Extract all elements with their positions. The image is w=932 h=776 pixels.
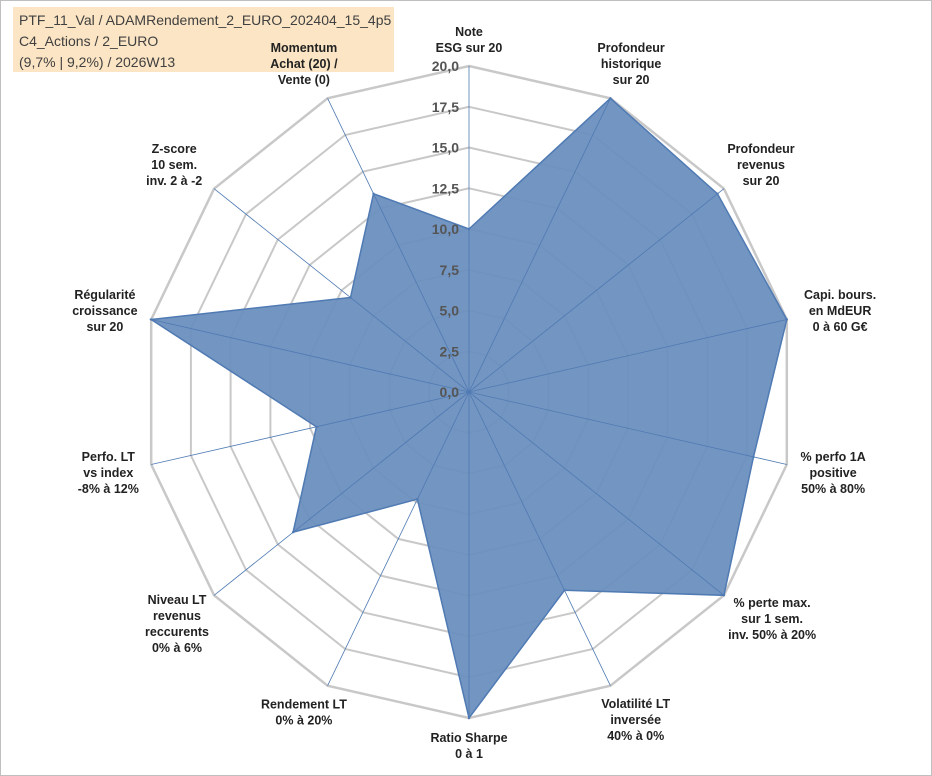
- category-label-5: % perte max. sur 1 sem. inv. 50% à 20%: [728, 596, 816, 642]
- category-label-line: Profondeur: [727, 142, 794, 156]
- category-label-line: revenus: [737, 158, 785, 172]
- axis-spoke: [468, 98, 611, 393]
- axis-spoke: [468, 391, 787, 465]
- category-label-8: Rendement LT 0% à 20%: [261, 698, 347, 728]
- category-label-line: croissance: [72, 304, 137, 318]
- axis-spoke: [327, 98, 470, 393]
- axis-spoke: [327, 391, 470, 686]
- category-label-line: 0% à 6%: [152, 641, 202, 655]
- category-label-line: vs index: [83, 466, 133, 480]
- category-label-line: inv. 2 à -2: [146, 174, 202, 188]
- category-label-line: Perfo. LT: [82, 450, 136, 464]
- category-label-9: Niveau LT revenus reccurents 0% à 6%: [145, 593, 209, 655]
- category-label-line: sur 20: [86, 320, 123, 334]
- axis-spoke: [213, 188, 470, 393]
- category-label-line: sur 20: [613, 73, 650, 87]
- info-performance-week: (9,7% | 9,2%) / 2026W13: [19, 54, 176, 70]
- tick-label: 5,0: [440, 303, 460, 319]
- category-label-line: sur 20: [743, 174, 780, 188]
- category-label-line: -8% à 12%: [78, 482, 139, 496]
- category-label-line: Rendement LT: [261, 698, 347, 712]
- category-label-line: % perte max.: [734, 596, 811, 610]
- category-label-line: Profondeur: [597, 41, 664, 55]
- category-label-line: reccurents: [145, 625, 209, 639]
- info-box: [13, 7, 394, 72]
- radar-data-layer: [149, 66, 788, 720]
- category-label-line: Capi. bours.: [804, 288, 876, 302]
- category-label-line: Vente (0): [278, 73, 330, 87]
- category-label-line: 0% à 20%: [275, 714, 332, 728]
- category-label-line: sur 1 sem.: [741, 612, 803, 626]
- axis-spoke: [213, 391, 470, 596]
- category-label-4: % perfo 1A positive 50% à 80%: [800, 450, 865, 496]
- tick-label: 20,0: [432, 58, 459, 74]
- category-label-line: inv. 50% à 20%: [728, 628, 816, 642]
- category-label-11: Régularité croissance sur 20: [72, 288, 137, 334]
- axis-spoke: [468, 188, 725, 393]
- category-label-1: Profondeur historique sur 20: [597, 41, 664, 87]
- category-label-line: 0 à 1: [455, 747, 483, 761]
- axis-spoke: [151, 391, 470, 465]
- category-label-line: 10 sem.: [151, 158, 197, 172]
- category-label-7: Ratio Sharpe 0 à 1: [430, 731, 507, 761]
- category-label-13: Momentum Achat (20) / Vente (0): [270, 41, 338, 87]
- category-label-line: 40% à 0%: [607, 729, 664, 743]
- tick-label: 10,0: [432, 221, 459, 237]
- category-label-line: Achat (20) /: [270, 57, 338, 71]
- category-label-line: % perfo 1A: [800, 450, 865, 464]
- category-label-6: Volatilité LT inversée 40% à 0%: [601, 697, 670, 743]
- tick-label: 0,0: [440, 384, 460, 400]
- category-label-2: Profondeur revenus sur 20: [727, 142, 794, 188]
- axis-spoke: [468, 319, 787, 393]
- axis-spoke: [151, 319, 470, 393]
- axis-spoke: [468, 391, 611, 686]
- category-label-line: revenus: [153, 609, 201, 623]
- category-label-0: Note ESG sur 20: [436, 25, 503, 55]
- radial-axis-ticks: 0,0 2,5 5,0 7,5 10,0 12,5 15,0 17,5 20,0: [432, 58, 459, 400]
- category-label-12: Z-score 10 sem. inv. 2 à -2: [146, 142, 202, 188]
- category-label-line: inversée: [610, 713, 661, 727]
- category-label-10: Perfo. LT vs index -8% à 12%: [78, 450, 139, 496]
- tick-label: 12,5: [432, 180, 459, 196]
- tick-label: 15,0: [432, 140, 459, 156]
- category-label-line: Momentum: [271, 41, 338, 55]
- axis-spoke: [468, 391, 725, 596]
- category-label-3: Capi. bours. en MdEUR 0 à 60 G€: [804, 288, 876, 334]
- category-label-line: Niveau LT: [148, 593, 207, 607]
- category-label-line: Volatilité LT: [601, 697, 670, 711]
- category-label-line: Régularité: [74, 288, 135, 302]
- tick-label: 17,5: [432, 99, 459, 115]
- category-label-line: ESG sur 20: [436, 41, 503, 55]
- tick-label: 2,5: [440, 343, 460, 359]
- category-label-line: positive: [809, 466, 856, 480]
- info-asset-class: C4_Actions / 2_EURO: [19, 33, 159, 49]
- tick-label: 7,5: [440, 262, 460, 278]
- category-label-line: en MdEUR: [809, 304, 872, 318]
- category-label-line: 50% à 80%: [801, 482, 865, 496]
- category-label-line: Z-score: [152, 142, 197, 156]
- info-portfolio-name: PTF_11_Val / ADAMRendement_2_EURO_202404…: [19, 12, 392, 28]
- category-label-line: historique: [601, 57, 661, 71]
- category-label-line: Note: [455, 25, 483, 39]
- category-labels: Note ESG sur 20 Profondeur historique sur 20…: [72, 25, 876, 761]
- category-label-line: 0 à 60 G€: [813, 320, 868, 334]
- category-label-line: Ratio Sharpe: [430, 731, 507, 745]
